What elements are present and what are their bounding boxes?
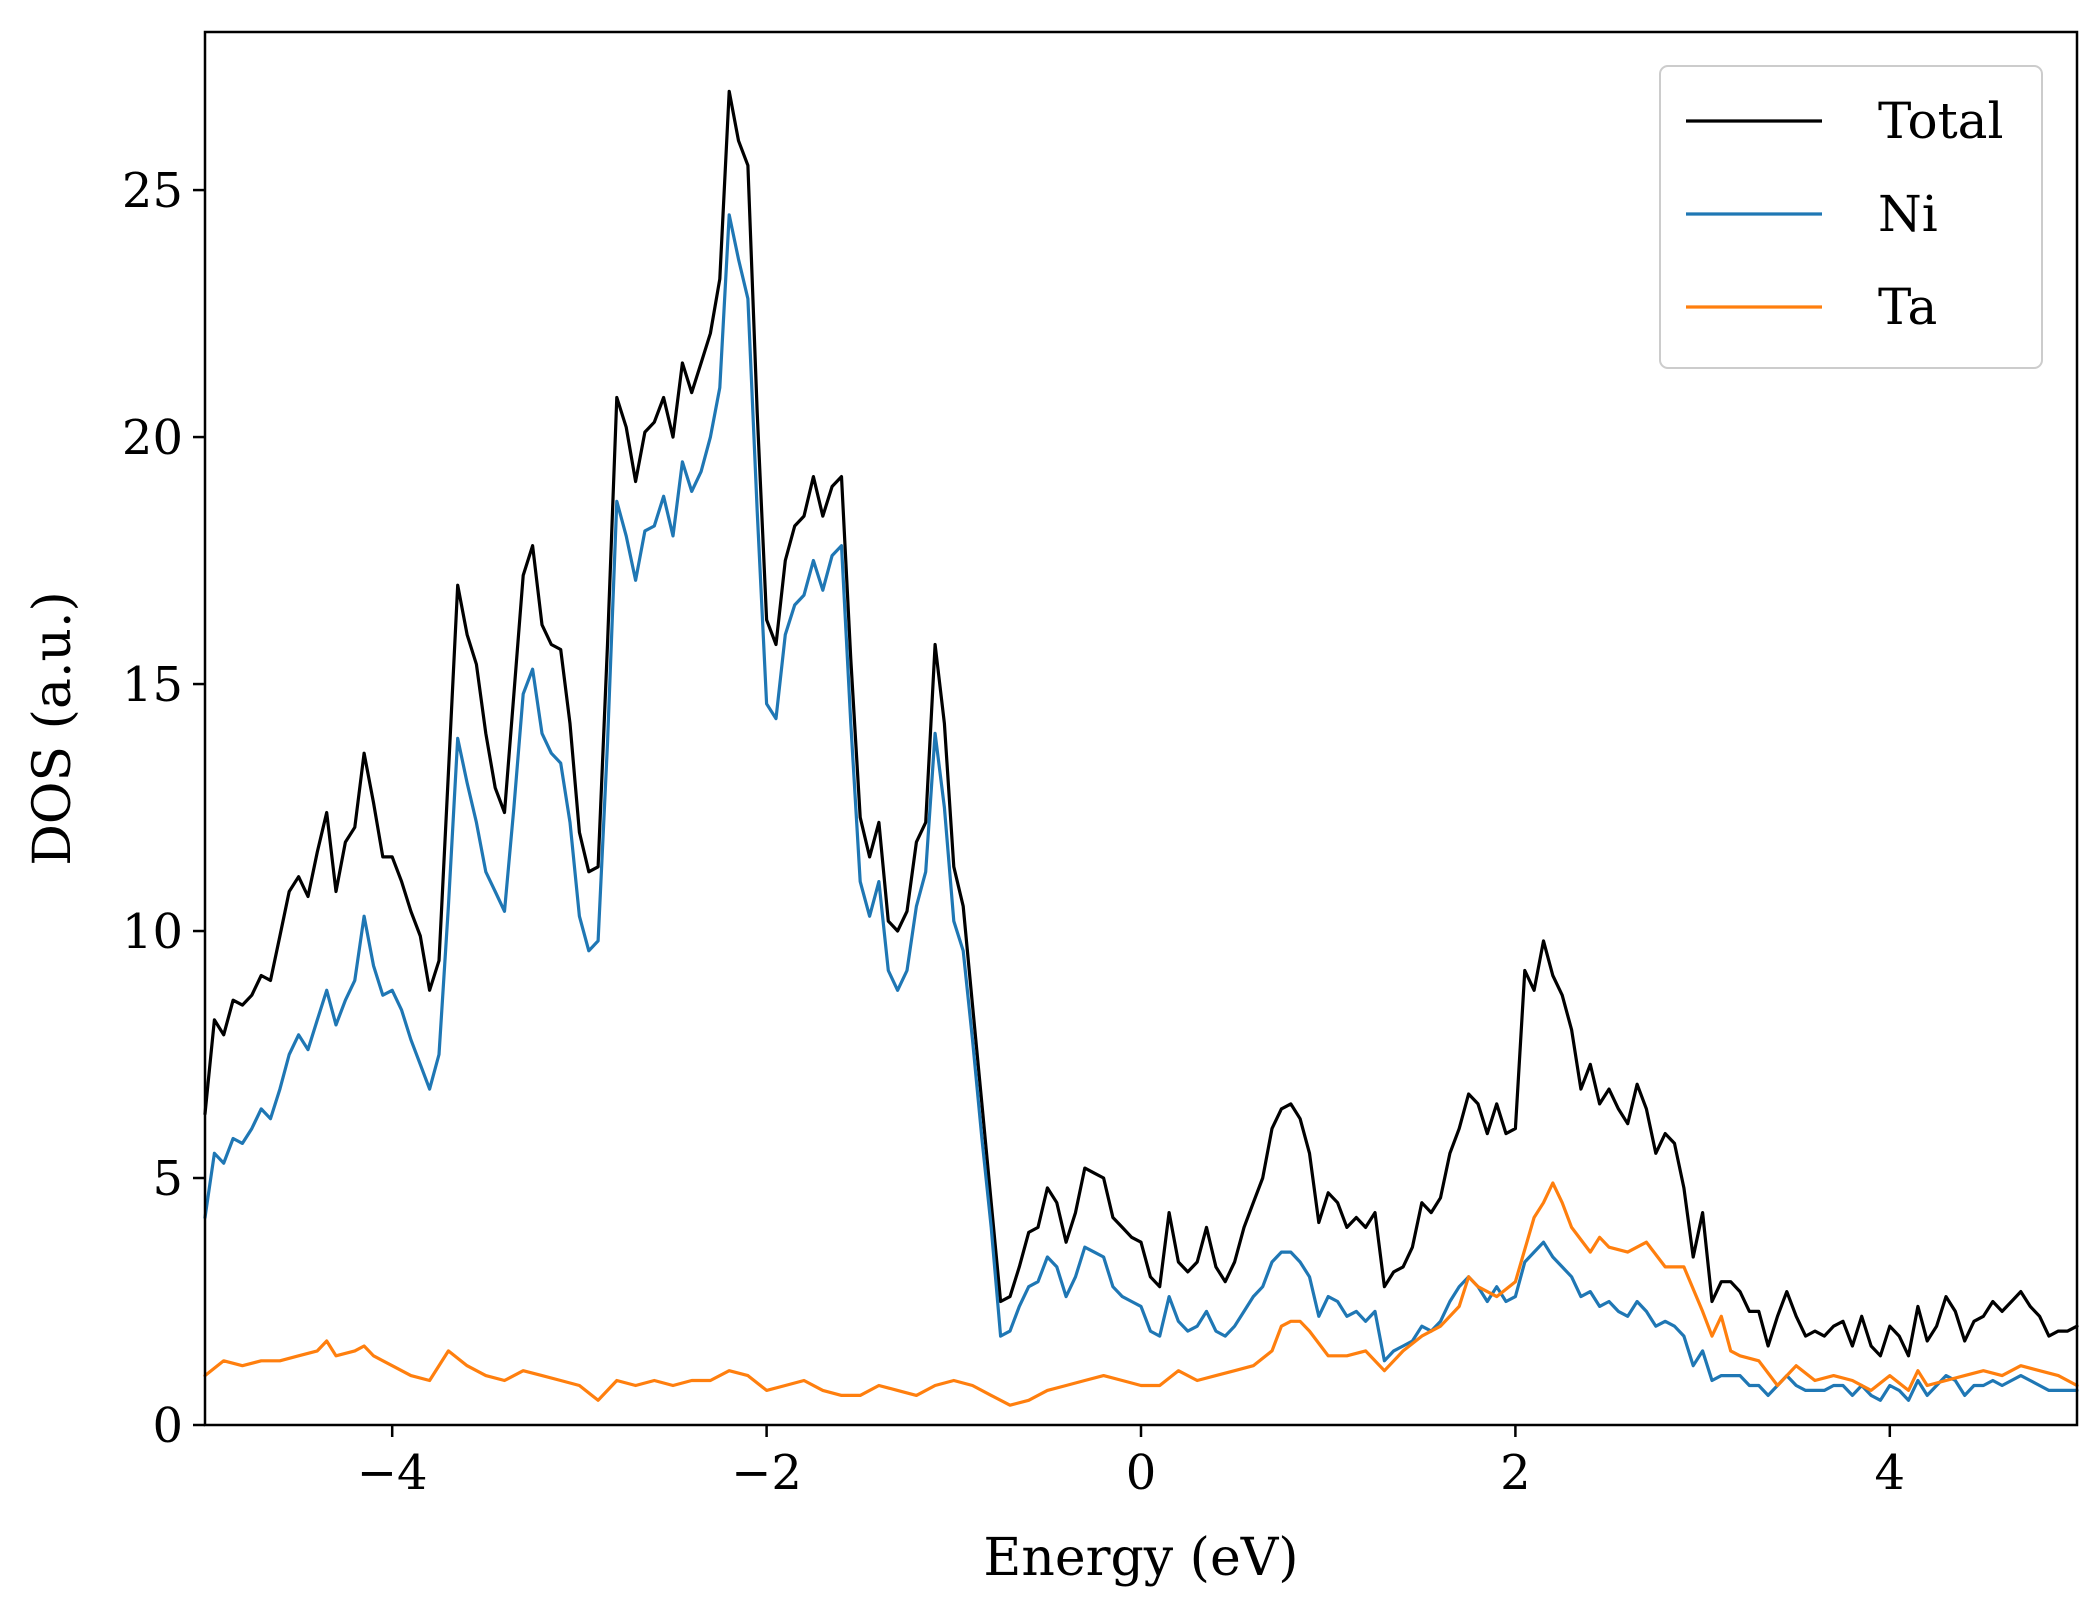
y-tick-label: 0 [152,1398,183,1454]
legend-box [1659,65,2043,369]
y-tick-label: 20 [122,410,183,466]
series-line-ta [203,1181,2079,1407]
x-tick-label: 2 [1500,1445,1531,1501]
y-tick-label: 15 [122,657,183,713]
y-axis-label: DOS (a.u.) [23,591,83,866]
series-line-ni [203,213,2079,1402]
axis-ticks: −4 −2 0 2 4 0 5 10 15 20 25 [122,163,1905,1501]
legend-label-total: Total [1878,92,2003,150]
y-tick-label: 10 [122,904,183,960]
legend-label-ni: Ni [1878,185,1938,243]
y-tick-label: 5 [152,1151,183,1207]
x-tick-label: −2 [731,1445,802,1501]
legend: Total Ni Ta [1659,65,2043,369]
x-tick-label: −4 [357,1445,428,1501]
x-tick-label: 0 [1126,1445,1157,1501]
y-tick-label: 25 [122,163,183,219]
x-axis-label: Energy (eV) [983,1528,1298,1588]
legend-label-ta: Ta [1878,278,1937,336]
x-tick-label: 4 [1875,1445,1906,1501]
series-line-total [203,89,2079,1358]
series-lines [203,89,2079,1407]
